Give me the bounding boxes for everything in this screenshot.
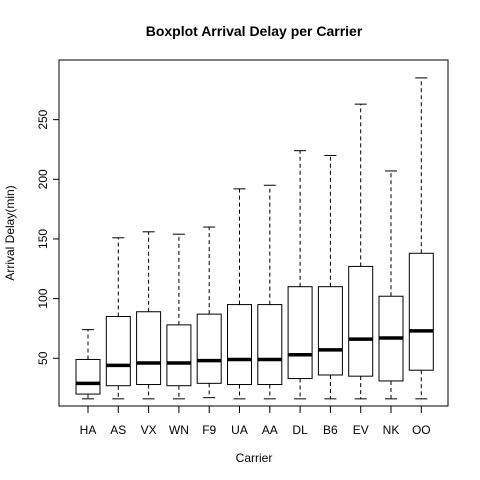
x-tick-label: DL	[292, 423, 308, 437]
box-vx	[136, 311, 162, 386]
x-tick-label: NK	[383, 423, 400, 437]
box-oo	[408, 252, 434, 371]
y-tick-label: 250	[36, 109, 50, 129]
y-tick-label: 150	[36, 229, 50, 249]
plot-frame	[58, 59, 449, 407]
y-axis-label: Arrival Delay(min)	[3, 185, 17, 280]
y-tick-label: 200	[36, 169, 50, 189]
chart-title: Boxplot Arrival Delay per Carrier	[146, 23, 363, 39]
x-tick-label: OO	[412, 423, 431, 437]
box-aa	[257, 304, 283, 386]
y-tick-label: 50	[36, 351, 50, 365]
box-f9	[196, 313, 222, 384]
x-tick-label: AA	[262, 423, 278, 437]
box-ha	[75, 358, 101, 395]
box-ev	[348, 265, 374, 377]
y-tick-label: 100	[36, 288, 50, 308]
x-tick-label: UA	[231, 423, 248, 437]
x-tick-label: VX	[141, 423, 157, 437]
box-wn	[166, 324, 192, 387]
box-b6	[317, 286, 343, 376]
x-tick-label: EV	[353, 423, 369, 437]
box-dl	[287, 286, 313, 380]
x-tick-label: HA	[80, 423, 97, 437]
x-tick-label: WN	[169, 423, 189, 437]
x-tick-label: F9	[202, 423, 216, 437]
x-tick-label: B6	[323, 423, 338, 437]
box-ua	[227, 304, 252, 386]
box-as	[105, 316, 131, 387]
plot-layer: 50 100 150 200 250 HA AS VX WN F9 UA AA DL B6 EV NK OO	[36, 77, 434, 437]
x-axis-label: Carrier	[236, 451, 273, 465]
x-tick-label: AS	[110, 423, 126, 437]
